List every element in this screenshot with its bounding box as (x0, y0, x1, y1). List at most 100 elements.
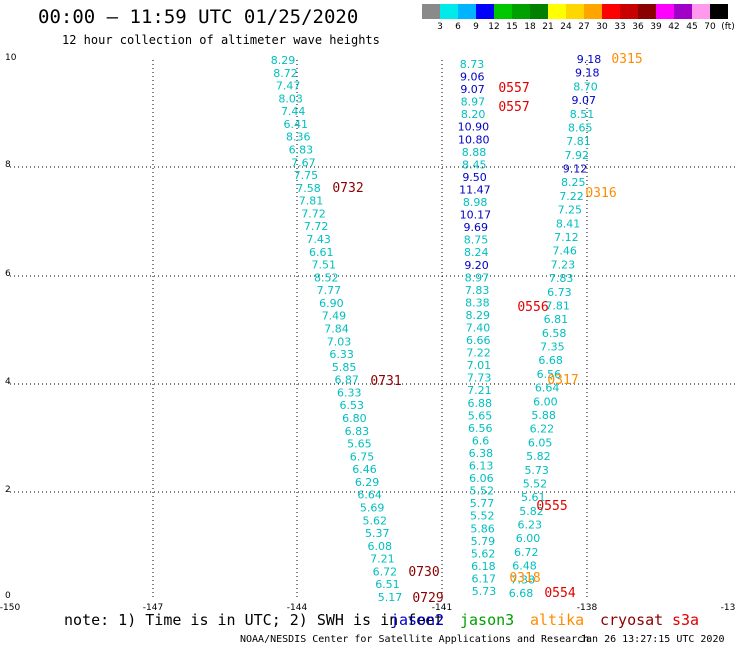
y-tick-label: 4 (5, 377, 11, 387)
legend-swatch (656, 4, 674, 19)
legend-s3a: s3a (672, 611, 700, 629)
track-c-value: 8.25 (561, 176, 586, 189)
legend-tick-label: 45 (686, 22, 698, 32)
legend-swatch (674, 4, 692, 19)
track-b-value: 8.98 (463, 196, 488, 209)
track-b-value: 9.06 (460, 71, 485, 84)
x-tick-label: -147 (143, 603, 163, 613)
track-c-value: 5.82 (519, 505, 544, 518)
track-a-value: 7.47 (276, 80, 301, 93)
track-b-value: 6.66 (466, 334, 491, 347)
legend-tick-label: 3 (437, 22, 443, 32)
track-b-value: 6.18 (471, 560, 496, 573)
y-tick-label: 0 (5, 591, 11, 601)
legend-swatch (458, 4, 476, 19)
track-c-value: 7.46 (552, 245, 577, 258)
x-tick-label: -138 (577, 603, 598, 613)
track-c-value: 8.65 (568, 121, 593, 134)
track-b-value: 6.13 (469, 460, 494, 473)
time-label: 0732 (332, 181, 363, 196)
map-grid (10, 60, 735, 600)
track-a-value: 8.29 (271, 54, 296, 67)
legend-jason2: jason2 (390, 611, 445, 629)
altimeter-tracks: 8.298.727.478.037.446.418.366.837.677.75… (271, 53, 602, 604)
track-a-value: 6.33 (329, 348, 354, 361)
track-b-value: 8.29 (465, 309, 490, 322)
legend-swatch (602, 4, 620, 19)
y-tick-label: 6 (5, 269, 11, 279)
track-b-value: 11.47 (459, 183, 491, 196)
track-b-value: 7.83 (465, 284, 490, 297)
track-b-value: 7.21 (467, 384, 492, 397)
time-label: 0557 (498, 100, 529, 115)
footer-credit: NOAA/NESDIS Center for Satellite Applica… (240, 634, 590, 645)
page-subtitle: 12 hour collection of altimeter wave hei… (62, 33, 380, 47)
track-a-value: 5.62 (362, 514, 387, 527)
track-a-value: 7.03 (327, 335, 352, 348)
track-b-value: 6.17 (471, 572, 496, 585)
track-b-value: 6.56 (468, 422, 493, 435)
legend-jason3: jason3 (460, 611, 515, 629)
legend-tick-label: 15 (506, 22, 518, 32)
track-a-value: 6.46 (352, 463, 377, 476)
time-label: 0556 (517, 300, 548, 315)
legend-swatch (440, 4, 458, 19)
time-label: 0316 (585, 186, 616, 201)
track-b-value: 7.01 (467, 359, 492, 372)
legend-tick-label: 21 (542, 22, 554, 32)
track-c-value: 6.68 (538, 354, 563, 367)
time-label: 0729 (412, 591, 443, 606)
time-label: 0557 (498, 81, 529, 96)
legend-swatch (566, 4, 584, 19)
legend-tick-label: (ft) (721, 22, 735, 32)
y-tick-label: 8 (5, 160, 11, 170)
track-b-value: 5.77 (470, 497, 495, 510)
track-b-value: 5.86 (470, 522, 495, 535)
legend-tick-label: 12 (488, 22, 500, 32)
track-a-value: 6.61 (309, 246, 334, 259)
legend-swatch (692, 4, 710, 19)
track-c-value: 5.61 (521, 491, 546, 504)
y-tick-label: 2 (5, 485, 11, 495)
track-b-value: 8.75 (464, 234, 489, 247)
track-a-value: 6.51 (375, 578, 400, 591)
track-c-value: 7.83 (549, 272, 574, 285)
track-a-value: 7.51 (312, 259, 337, 272)
color-legend-bar (422, 4, 728, 20)
time-label: 0317 (547, 373, 578, 388)
x-axis-ticks: -150 -147 -144 -141 -138 -13 (0, 603, 735, 613)
track-c-value: 7.25 (558, 204, 583, 217)
legend-tick-label: 39 (650, 22, 662, 32)
track-c-value: 9.07 (572, 94, 597, 107)
track-a-value: 7.44 (281, 105, 306, 118)
track-a-value: 6.08 (368, 540, 393, 553)
legend-tick-label: 6 (455, 22, 461, 32)
track-c-value: 8.70 (573, 80, 598, 93)
track-b-value: 10.80 (458, 133, 490, 146)
legend-swatch (512, 4, 530, 19)
track-a-value: 7.21 (370, 553, 395, 566)
track-c-value: 6.81 (544, 313, 569, 326)
track-b-value: 8.45 (462, 158, 487, 171)
track-b-value: 8.97 (461, 96, 486, 109)
track-a-value: 5.65 (347, 438, 372, 451)
track-b-value: 10.90 (458, 121, 490, 134)
y-tick-label: 10 (5, 53, 17, 63)
track-c-value: 6.22 (530, 423, 555, 436)
legend-tick-label: 36 (632, 22, 644, 32)
track-a-value: 7.43 (306, 233, 331, 246)
track-b-value: 10.17 (460, 209, 492, 222)
track-c-value: 6.00 (516, 532, 541, 545)
legend-swatch (548, 4, 566, 19)
track-c-value: 6.58 (542, 327, 567, 340)
legend-swatch (638, 4, 656, 19)
track-c-value: 6.00 (533, 395, 558, 408)
track-b-value: 5.62 (471, 547, 496, 560)
track-b-value: 7.40 (466, 322, 491, 335)
track-a-value: 6.75 (350, 450, 375, 463)
track-b-value: 8.38 (465, 296, 490, 309)
time-label: 0318 (509, 571, 540, 586)
legend-tick-label: 70 (704, 22, 716, 32)
y-axis-ticks: 0 2 4 6 8 10 (5, 53, 17, 601)
